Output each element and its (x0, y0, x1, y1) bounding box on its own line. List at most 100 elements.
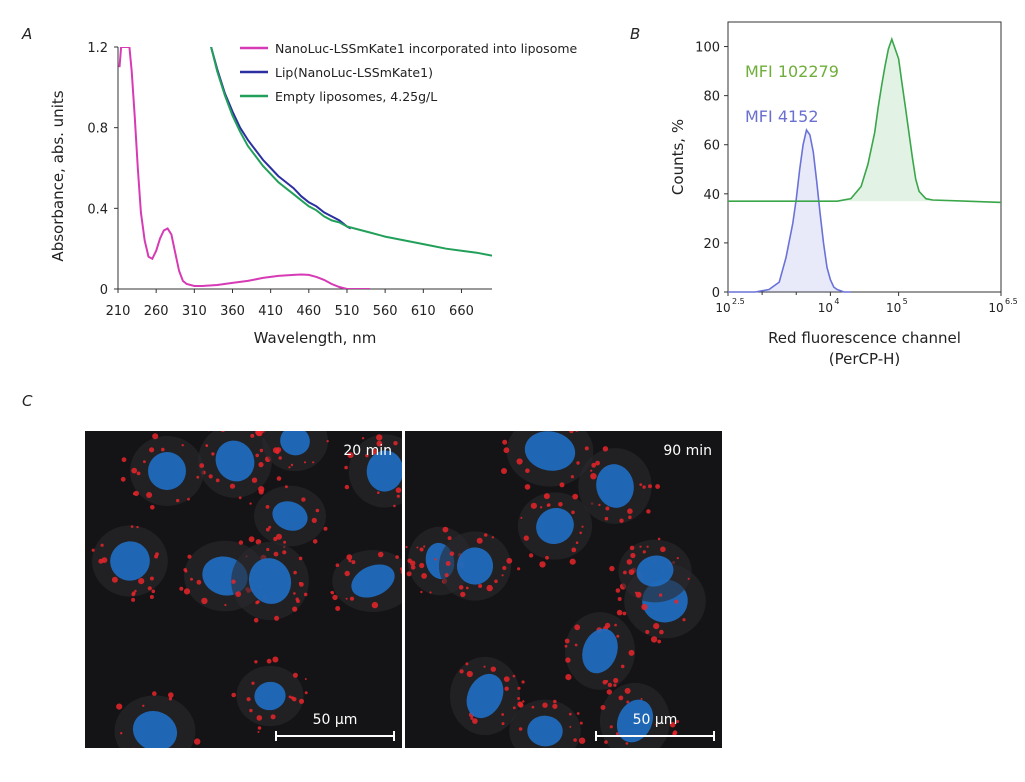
liposome-punctum (376, 440, 383, 447)
liposome-punctum (531, 705, 535, 709)
scale-bar (275, 731, 395, 741)
liposome-punctum (490, 666, 496, 672)
liposome-punctum (503, 447, 510, 454)
liposome-punctum (349, 596, 355, 601)
liposome-punctum (298, 582, 302, 585)
nucleus (582, 628, 618, 674)
liposome-punctum (376, 434, 383, 441)
liposome-punctum (512, 674, 516, 678)
liposome-punctum (542, 702, 548, 708)
liposome-punctum (520, 516, 523, 519)
liposome-punctum (648, 484, 652, 489)
liposome-punctum (547, 503, 551, 507)
x-tick-label: 410 (258, 304, 283, 319)
liposome-punctum (618, 695, 624, 701)
liposome-punctum (344, 570, 350, 577)
liposome-punctum (423, 545, 426, 548)
liposome-punctum (574, 624, 581, 631)
liposome-punctum (131, 467, 138, 474)
liposome-punctum (116, 703, 123, 710)
liposome-punctum (231, 692, 236, 698)
liposome-punctum (429, 591, 432, 594)
liposome-punctum (595, 460, 600, 466)
series-line (210, 47, 492, 257)
liposome-punctum (347, 452, 354, 459)
liposome-punctum (396, 494, 400, 498)
liposome-punctum (646, 509, 651, 514)
x-tick-label: 560 (373, 304, 398, 319)
liposome-punctum (301, 497, 306, 502)
liposome-punctum (183, 588, 191, 595)
liposome-punctum (312, 461, 315, 464)
liposome-punctum (303, 592, 308, 597)
liposome-punctum (256, 715, 263, 721)
micrograph-90min: 90 min 50 µm (405, 431, 722, 748)
x-tick-exponent: 2.5 (732, 297, 745, 306)
legend-label: NanoLuc-LSSmKate1 incorporated into lipo… (275, 41, 578, 56)
liposome-punctum (545, 555, 549, 560)
liposome-punctum (229, 483, 236, 489)
liposome-punctum (620, 664, 625, 669)
liposome-punctum (571, 510, 575, 515)
liposome-punctum (361, 437, 365, 440)
liposome-punctum (579, 721, 583, 725)
x-axis-title-line2: (PerCP-H) (829, 350, 901, 368)
series-line (210, 47, 352, 230)
liposome-punctum (293, 570, 297, 575)
liposome-punctum (645, 629, 650, 635)
liposome-punctum (604, 740, 608, 744)
liposome-punctum (676, 720, 680, 723)
liposome-punctum (619, 518, 624, 523)
nucleus (616, 699, 654, 743)
scale-bar-label: 50 µm (632, 712, 678, 728)
liposome-punctum (258, 462, 264, 468)
liposome-punctum (265, 527, 270, 532)
nucleus (132, 710, 178, 748)
nucleus (527, 715, 563, 747)
liposome-punctum (330, 591, 335, 595)
series-line (118, 47, 370, 289)
liposome-punctum (442, 526, 449, 533)
liposome-punctum (400, 567, 402, 571)
liposome-punctum (211, 452, 215, 456)
liposome-punctum (190, 577, 193, 581)
y-tick-label: 0 (712, 286, 720, 301)
liposome-punctum (346, 554, 353, 561)
liposome-punctum (625, 742, 629, 745)
liposome-punctum (564, 638, 570, 644)
liposome-punctum (421, 573, 427, 579)
liposome-punctum (552, 703, 558, 709)
liposome-punctum (332, 594, 338, 601)
liposome-punctum (476, 537, 483, 544)
x-axis-title: Red fluorescence channel (768, 329, 961, 347)
liposome-punctum (345, 597, 348, 600)
x-tick-label: 660 (449, 304, 474, 319)
liposome-punctum (91, 548, 95, 552)
x-tick-label: 210 (106, 304, 131, 319)
y-tick-label: 100 (695, 41, 720, 56)
liposome-punctum (641, 603, 648, 611)
plot-frame (727, 21, 1002, 293)
liposome-punctum (622, 611, 627, 616)
nucleus (248, 558, 292, 604)
liposome-punctum (568, 712, 572, 716)
liposome-punctum (524, 484, 531, 490)
liposome-punctum (258, 489, 264, 495)
liposome-punctum (578, 737, 586, 744)
liposome-punctum (615, 588, 621, 593)
liposome-punctum (405, 545, 408, 549)
liposome-punctum (272, 447, 279, 454)
liposome-punctum (194, 738, 201, 745)
liposome-punctum (478, 584, 483, 588)
liposome-punctum (270, 714, 276, 720)
liposome-punctum (571, 547, 577, 553)
y-tick-label: 80 (703, 90, 720, 105)
nucleus (280, 431, 310, 456)
liposome-punctum (304, 691, 308, 695)
liposome-punctum (605, 506, 610, 511)
x-axis-title: Wavelength, nm (254, 329, 377, 347)
liposome-punctum (292, 672, 298, 678)
liposome-punctum (574, 643, 578, 647)
cells-image (405, 431, 706, 748)
